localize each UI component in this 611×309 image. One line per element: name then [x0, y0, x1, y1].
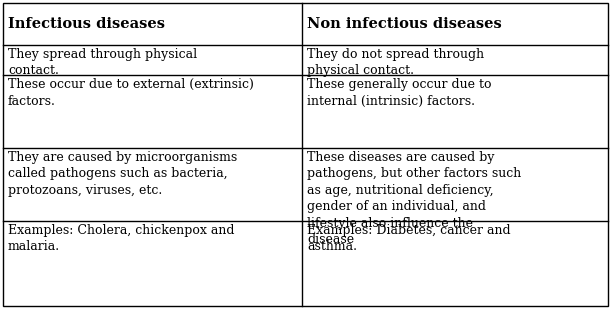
Text: These generally occur due to
internal (intrinsic) factors.: These generally occur due to internal (i…: [307, 78, 492, 108]
Text: They do not spread through
physical contact.: They do not spread through physical cont…: [307, 48, 485, 78]
Text: Examples: Diabetes, cancer and
asthma.: Examples: Diabetes, cancer and asthma.: [307, 224, 511, 253]
Text: These occur due to external (extrinsic)
factors.: These occur due to external (extrinsic) …: [8, 78, 254, 108]
Text: They are caused by microorganisms
called pathogens such as bacteria,
protozoans,: They are caused by microorganisms called…: [8, 151, 237, 197]
Text: These diseases are caused by
pathogens, but other factors such
as age, nutrition: These diseases are caused by pathogens, …: [307, 151, 522, 247]
Text: Examples: Cholera, chickenpox and
malaria.: Examples: Cholera, chickenpox and malari…: [8, 224, 235, 253]
Text: Non infectious diseases: Non infectious diseases: [307, 17, 502, 31]
Text: Infectious diseases: Infectious diseases: [8, 17, 165, 31]
Text: They spread through physical
contact.: They spread through physical contact.: [8, 48, 197, 78]
